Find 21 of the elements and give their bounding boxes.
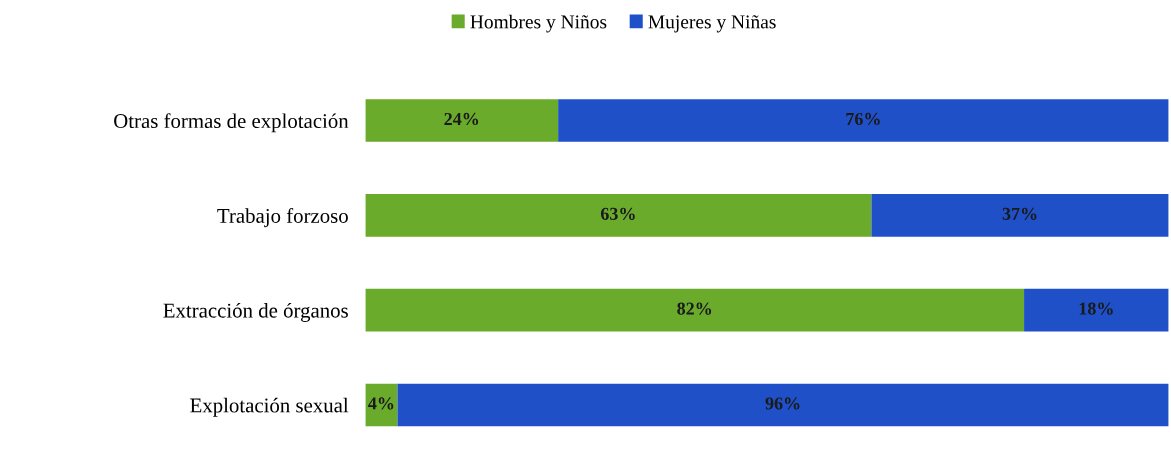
bar [365,99,559,142]
bar [365,288,1025,332]
y-tick-label: Extracción de órganos [163,302,348,322]
y-tick-label: Trabajo forzoso [217,208,348,228]
legend-label: Hombres y Niños [470,14,607,33]
y-tick-label: Explotación sexual [190,397,349,417]
data-label: 96% [765,397,800,410]
bar [397,383,1169,427]
y-tick-label: Otras formas de explotación [114,113,349,133]
data-label: 18% [1079,302,1113,315]
legend-label: Mujeres y Niñas [648,15,776,33]
data-label: 37% [1002,207,1037,220]
bar [1024,288,1169,332]
bar [871,194,1169,237]
data-label: 63% [600,207,635,220]
data-label: 82% [677,302,712,315]
bar [365,194,872,237]
data-label: 4% [368,397,394,410]
bar [558,99,1169,142]
data-label: 76% [846,112,880,126]
data-label: 24% [444,112,479,126]
